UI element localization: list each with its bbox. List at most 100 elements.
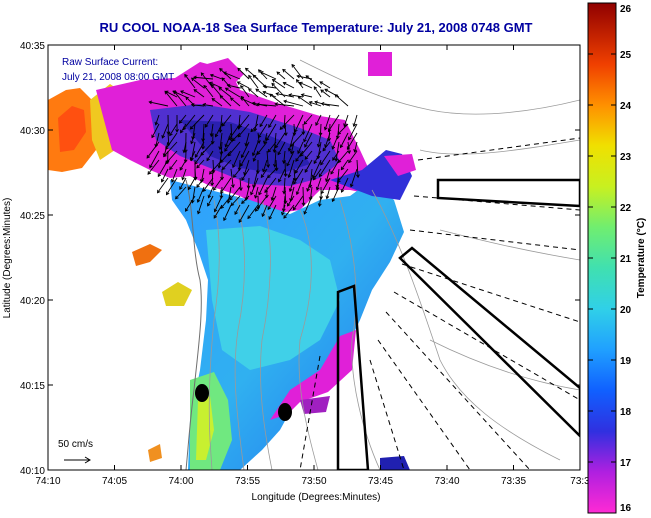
current-vector: [209, 159, 223, 175]
current-vector: [239, 97, 259, 107]
current-vector: [226, 83, 241, 89]
current-vector: [295, 78, 304, 89]
current-vector: [297, 96, 313, 107]
current-vector: [312, 168, 322, 181]
x-axis-label: Longitude (Degrees:Minutes): [252, 492, 381, 503]
current-vector: [271, 79, 286, 89]
current-vector: [274, 102, 295, 107]
current-vector: [234, 204, 241, 215]
current-vector: [268, 204, 277, 220]
current-vector: [312, 159, 322, 179]
colorbar-tick-label: 18: [620, 407, 632, 418]
current-vector: [211, 98, 223, 107]
current-vector: [282, 68, 295, 80]
current-label-2: July 21, 2008 08:00 GMT: [62, 72, 174, 83]
current-vector: [262, 159, 268, 173]
current-vector: [182, 141, 187, 154]
current-vector: [287, 195, 295, 207]
colorbar-tick-label: 22: [620, 203, 632, 214]
current-vector: [151, 123, 160, 139]
current-vector: [320, 101, 340, 107]
current-vector: [179, 177, 187, 191]
current-vector: [292, 195, 304, 211]
current-vector: [202, 102, 214, 107]
current-vector: [224, 87, 241, 98]
current-vector: [283, 204, 295, 219]
current-vector: [244, 186, 250, 201]
current-vector: [217, 150, 223, 169]
current-vector: [214, 123, 223, 138]
current-vector: [146, 141, 160, 159]
current-vector: [207, 195, 214, 207]
current-vector: [199, 168, 205, 184]
current-vector: [219, 150, 232, 164]
current-vector: [213, 195, 223, 213]
current-vector: [240, 85, 250, 98]
current-vector: [254, 186, 259, 199]
current-vector: [210, 168, 215, 187]
current-vector: [276, 71, 286, 80]
buoy-marker-1: [195, 384, 209, 402]
current-vector: [259, 114, 268, 128]
current-vector: [163, 141, 178, 158]
current-vector: [304, 132, 313, 148]
current-vector: [320, 89, 331, 98]
colorbar-tick-label: 17: [620, 458, 632, 469]
x-tick-label: 73:45: [368, 476, 393, 487]
current-vector: [331, 132, 340, 150]
sst-magenta-south: [270, 330, 356, 420]
current-vector: [279, 114, 295, 130]
current-vector: [196, 195, 205, 215]
current-vector: [266, 150, 271, 168]
current-vector: [343, 114, 349, 128]
current-vector: [169, 123, 178, 137]
current-vector: [340, 177, 349, 193]
current-vector: [224, 132, 232, 148]
current-vector: [218, 87, 232, 98]
current-vector: [185, 195, 196, 212]
x-tick-label: 73:3: [570, 476, 590, 487]
current-vector: [337, 168, 349, 183]
current-vector: [295, 177, 304, 196]
current-vector: [231, 132, 241, 142]
current-vector: [268, 114, 277, 129]
current-vector: [252, 150, 259, 162]
current-vector: [317, 195, 322, 208]
current-vector: [194, 141, 205, 158]
current-vector: [261, 204, 268, 218]
current-vector: [313, 86, 322, 98]
current-vector: [355, 159, 360, 179]
restricted-zones: [336, 178, 580, 470]
radar-range-lines: [299, 137, 580, 470]
current-vector: [313, 150, 322, 165]
current-vector: [204, 114, 214, 128]
current-vector: [164, 90, 178, 107]
current-vector: [293, 168, 304, 185]
y-tick-label: 40:10: [20, 466, 45, 477]
current-vector: [148, 100, 169, 107]
current-vector: [180, 90, 196, 98]
y-tick-label: 40:35: [20, 41, 45, 52]
current-vector: [267, 195, 277, 211]
current-vector: [175, 114, 179, 133]
current-vector: [283, 99, 304, 107]
current-vector: [220, 168, 224, 181]
current-vector: [283, 159, 288, 178]
colorbar-tick-label: 23: [620, 152, 632, 163]
current-vector: [238, 177, 243, 192]
current-vector: [157, 177, 169, 194]
current-vector: [209, 73, 223, 80]
current-vector: [157, 159, 169, 178]
x-tick-label: 74:05: [102, 476, 127, 487]
current-vector: [304, 159, 313, 173]
current-vector: [230, 168, 235, 189]
sst-purple-south: [300, 396, 330, 414]
current-vector: [277, 168, 286, 183]
current-vector: [250, 123, 259, 133]
current-vector: [262, 132, 268, 145]
current-vector: [149, 150, 160, 169]
current-vector: [305, 75, 322, 89]
current-vector: [308, 100, 322, 107]
current-vector: [169, 159, 178, 171]
